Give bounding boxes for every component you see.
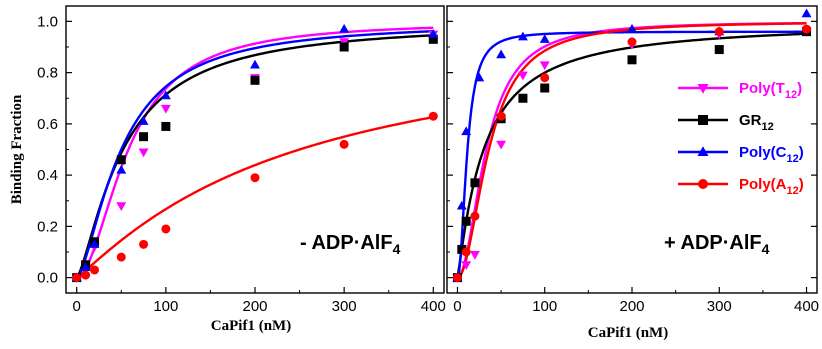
data-point-polyA xyxy=(72,273,82,283)
data-point-polyC xyxy=(517,31,528,41)
annotation-right: + ADP·AlF4 xyxy=(664,232,770,257)
x-tick-label: 0 xyxy=(453,298,461,315)
data-point-gr12 xyxy=(428,34,438,44)
data-point-polyC xyxy=(138,116,149,125)
x-tick-label: 100 xyxy=(153,298,178,315)
data-point-polyT xyxy=(138,148,149,158)
y-axis-label: Binding Fraction xyxy=(9,94,25,204)
data-point-polyC xyxy=(160,90,171,100)
legend-marker-polyA xyxy=(698,179,708,189)
data-point-polyC xyxy=(461,126,472,136)
x-tick-label: 0 xyxy=(73,298,81,315)
data-point-polyA xyxy=(428,111,438,121)
fit-curve-polyT xyxy=(76,26,434,279)
x-tick-label: 400 xyxy=(421,298,446,315)
data-point-gr12 xyxy=(461,216,471,226)
data-point-polyT xyxy=(116,202,127,212)
x-tick-label: 300 xyxy=(332,298,357,315)
data-point-polyC xyxy=(474,72,485,82)
data-point-polyC xyxy=(339,23,350,33)
data-point-polyA xyxy=(139,239,149,249)
legend-label-polyA: Poly(A12) xyxy=(739,176,804,197)
data-point-polyA xyxy=(90,265,100,275)
data-point-polyA xyxy=(714,27,724,37)
data-point-polyA xyxy=(452,273,462,283)
data-point-polyA xyxy=(461,247,471,257)
legend-marker-polyC xyxy=(697,146,709,156)
x-axis-label: CaPif1 (nM) xyxy=(588,325,668,341)
data-point-gr12 xyxy=(139,132,149,142)
panel-right: 0 100 200 300 400 CaPif1 (nM) + ADP·AlF4 Poly(T… xyxy=(446,5,819,341)
data-point-polyC xyxy=(116,164,127,174)
legend-label-gr12: GR12 xyxy=(739,112,774,133)
fit-curve-polyC xyxy=(75,29,434,279)
data-point-polyA xyxy=(802,24,812,34)
data-point-gr12 xyxy=(250,75,260,85)
data-point-polyC xyxy=(496,49,507,59)
x-tick-label: 100 xyxy=(532,298,557,315)
legend-label-polyT: Poly(T12) xyxy=(739,80,802,101)
data-point-gr12 xyxy=(518,93,528,103)
legend-marker-gr12 xyxy=(698,115,708,125)
y-tick-label: 1.0 xyxy=(37,13,58,30)
legend-marker-polyT xyxy=(697,84,709,94)
data-point-polyC xyxy=(801,8,812,18)
data-point-polyC xyxy=(80,262,91,271)
data-point-polyA xyxy=(250,173,260,183)
data-point-polyA xyxy=(116,252,126,262)
legend-label-polyC: Poly(C12) xyxy=(739,144,804,165)
data-point-polyA xyxy=(540,73,550,83)
x-tick-label: 300 xyxy=(707,298,732,315)
data-point-polyA xyxy=(161,224,171,234)
data-point-polyC xyxy=(456,200,467,210)
data-point-polyA xyxy=(339,139,349,149)
fit-curve-polyA xyxy=(76,115,434,279)
y-tick-label: 0.2 xyxy=(37,218,58,235)
y-tick-label: 0.6 xyxy=(37,116,58,133)
x-tick-label: 200 xyxy=(242,298,267,315)
data-point-gr12 xyxy=(457,244,467,254)
data-point-polyT xyxy=(539,61,550,71)
x-axis-label: CaPif1 (nM) xyxy=(211,318,291,334)
data-point-polyT xyxy=(517,71,528,81)
data-point-polyC xyxy=(428,29,439,38)
x-tick-label: 200 xyxy=(619,298,644,315)
annotation-left: - ADP·AlF4 xyxy=(300,232,401,257)
y-tick-label: 0.8 xyxy=(37,65,58,82)
data-point-polyT xyxy=(469,250,480,260)
data-point-gr12 xyxy=(116,155,126,165)
data-point-polyA xyxy=(496,111,506,121)
data-point-gr12 xyxy=(627,55,637,65)
data-point-gr12 xyxy=(161,121,171,131)
data-point-gr12 xyxy=(470,178,480,188)
data-point-polyA xyxy=(470,211,480,221)
data-point-gr12 xyxy=(339,42,349,52)
y-tick-label: 0.0 xyxy=(37,270,58,287)
data-point-polyA xyxy=(81,270,91,280)
data-point-polyC xyxy=(539,34,550,43)
data-point-polyC xyxy=(89,239,100,248)
data-point-polyC xyxy=(627,23,637,33)
fit-curve-gr12 xyxy=(75,34,434,279)
x-tick-label: 400 xyxy=(794,298,819,315)
data-point-polyT xyxy=(160,104,171,114)
data-point-gr12 xyxy=(540,83,550,93)
data-point-gr12 xyxy=(714,45,724,55)
data-point-polyT xyxy=(496,140,507,150)
data-point-polyT xyxy=(461,261,472,270)
y-tick-label: 0.4 xyxy=(37,167,58,184)
data-point-polyA xyxy=(627,37,637,47)
data-point-polyC xyxy=(250,59,260,69)
panel-left: 0 100 200 300 400 0.0 0.2 0.4 0.6 0.8 1.0 CaPif1 (n… xyxy=(9,5,446,334)
